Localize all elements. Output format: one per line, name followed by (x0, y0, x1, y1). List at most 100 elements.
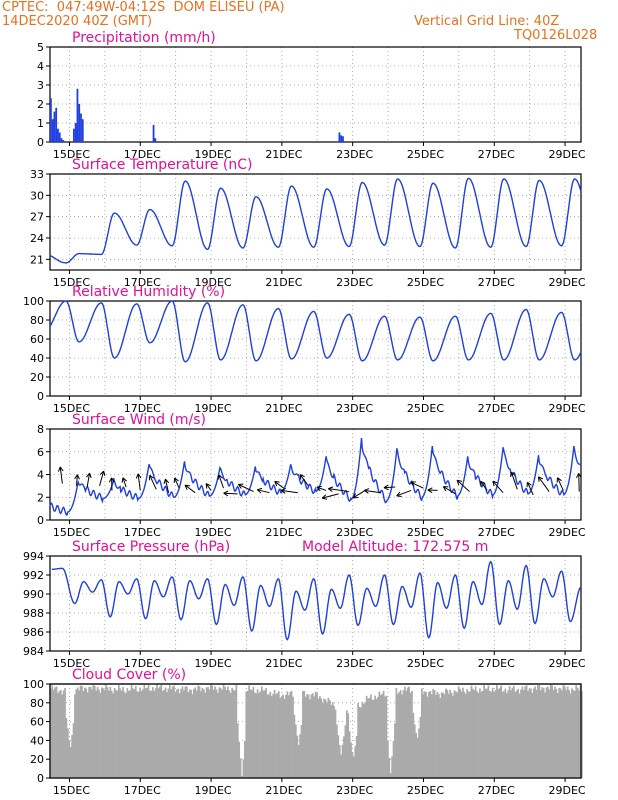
cloud-bar (372, 699, 375, 778)
y-tick-label: 0 (37, 136, 44, 149)
precip-bar (78, 104, 81, 142)
run-time-label: 14DEC2020 40Z (GMT) (2, 14, 153, 29)
temperature-panel: 21 24 27 30 33 15DEC 17DEC 19DEC 21DEC 23DEC 25DEC… (30, 157, 586, 289)
cloud-bar (379, 695, 382, 778)
cloud-bar (105, 684, 107, 778)
cloud-bar (149, 690, 151, 778)
cloud-bar (115, 689, 117, 778)
precipitation-panel: 0 1 2 3 4 5 15DEC 17DEC 19DEC 21DEC 23DEC 25DEC 27DE… (37, 30, 586, 161)
wind-arrow-head (527, 481, 532, 486)
cloud-bar (528, 688, 531, 778)
cloud-bar (123, 691, 126, 778)
cloud-bar (396, 693, 399, 778)
y-tick-label: 0 (37, 772, 44, 785)
wind-arrow-head (456, 479, 463, 482)
wind-arrow-head (135, 473, 139, 479)
cloud-bar (538, 684, 541, 778)
cloud-bar (447, 693, 450, 778)
cloud-bar (333, 705, 335, 778)
cloud-bar (294, 724, 297, 778)
wind-arrow (383, 486, 396, 489)
x-tick-label: 27DEC (478, 148, 515, 161)
panel-frame (49, 300, 582, 397)
cloud-bar (62, 690, 65, 778)
cloud-bar (232, 689, 235, 778)
cloud-bar (242, 759, 245, 778)
cloud-bar (57, 692, 59, 778)
cloud-bar (309, 699, 311, 778)
wind-arrow-head (163, 478, 166, 485)
cloud-bar (418, 728, 420, 778)
cloud-bar (283, 698, 286, 778)
x-tick-label: 29DEC (549, 526, 586, 539)
cloud-bar (190, 689, 192, 778)
cloud-bar (311, 693, 314, 778)
wind-arrow (238, 483, 254, 493)
cloud-bar (460, 691, 463, 778)
x-tick-label: 23DEC (336, 276, 373, 289)
x-tick-label: 19DEC (195, 402, 232, 415)
wind-arrow-head (575, 473, 580, 479)
wind-arrow-head (274, 481, 278, 487)
precip-bar (338, 132, 341, 142)
cloud-bar (437, 693, 440, 778)
cloud-bar (454, 691, 457, 778)
x-tick-label: 27DEC (478, 526, 515, 539)
cloud-bar (348, 731, 351, 778)
cloud-bar (273, 689, 276, 778)
cloud-bar (331, 702, 334, 778)
cloud-bar (500, 685, 503, 778)
cloud-bar (440, 692, 443, 778)
panel-frame (49, 46, 582, 143)
cloud-bar (481, 690, 484, 778)
panel-frame (49, 428, 582, 521)
cloud-bar (385, 695, 388, 778)
cloud-bar (547, 686, 549, 778)
cloud-bar (194, 687, 197, 778)
cloud-bar (355, 735, 358, 778)
cloud-bar (313, 696, 316, 778)
wind-panel: 0 2 4 6 8 15DEC 17DEC 19DEC 21DEC 23DEC 25DEC 27DEC… (37, 412, 586, 539)
cloud-bar (191, 694, 194, 778)
humidity-panel: 0 20 40 60 80 100 15DEC 17DEC 19DEC 21DEC 23DEC 25D… (23, 284, 586, 415)
cloud-bar (234, 690, 236, 778)
wind-arrow (223, 492, 238, 495)
cloud-bar (551, 685, 553, 778)
cloud-bar (193, 688, 195, 778)
x-tick-label: 15DEC (53, 402, 90, 415)
y-tick-label: 27 (30, 211, 44, 224)
cloud-bar (211, 685, 214, 778)
cloud-bar (177, 688, 180, 778)
temperature-line (49, 177, 582, 264)
cloud-bar (555, 688, 558, 778)
x-tick-label: 17DEC (124, 657, 161, 670)
cloud-bar (525, 685, 528, 778)
cloud-bar (82, 691, 85, 778)
cloud-bar (304, 696, 307, 778)
cloud-bar (299, 734, 301, 778)
cloud-bar (576, 687, 579, 778)
x-tick-label: 25DEC (407, 784, 444, 797)
wind-arrow-head (578, 473, 582, 478)
wind-arrow-head (121, 477, 124, 483)
cloud-bar (170, 689, 173, 778)
cloud-bar (289, 692, 292, 778)
wind-arrow (396, 489, 412, 497)
cloud-bar (229, 693, 232, 778)
panel-title: Relative Humidity (%) (72, 284, 225, 300)
x-tick-label: 23DEC (336, 657, 373, 670)
x-tick-label: 17DEC (124, 276, 161, 289)
cloud-bar (225, 690, 228, 778)
wind-arrow-head (410, 481, 415, 487)
wind-arrow (322, 493, 339, 499)
cloud-bar (75, 689, 78, 778)
cloud-bar (469, 691, 471, 778)
cloud-bar (462, 687, 464, 778)
cloud-bar (76, 687, 79, 778)
x-tick-label: 29DEC (549, 784, 586, 797)
cloud-bar (176, 689, 178, 778)
cloud-bar (108, 690, 110, 778)
cloud-bar (505, 693, 508, 778)
cloud-bar (227, 686, 229, 778)
